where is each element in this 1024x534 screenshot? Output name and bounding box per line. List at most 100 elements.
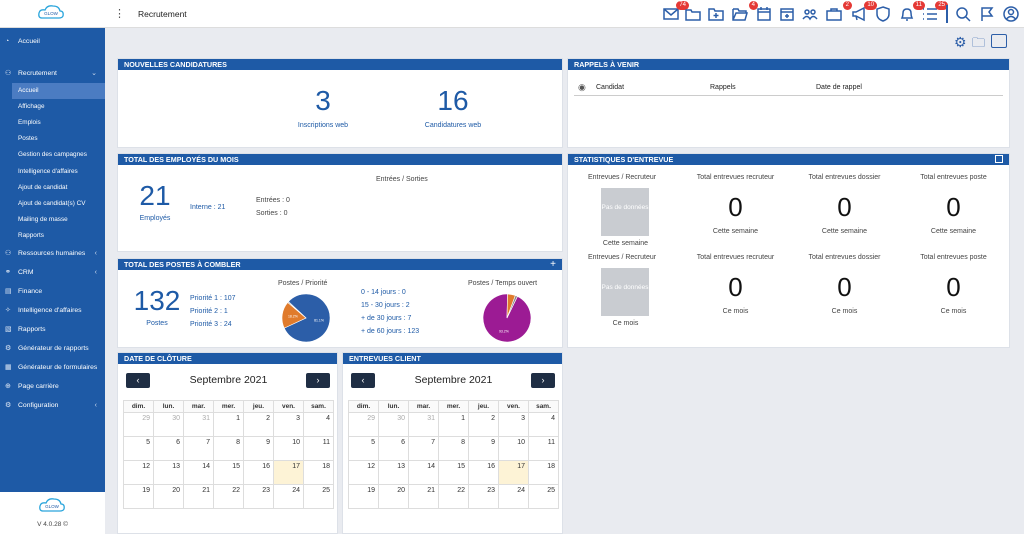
calendar-day[interactable]: 18 [303,460,334,485]
calendar-day[interactable]: 9 [468,436,499,461]
sidebar-item-1[interactable]: ⚭ CRM ‹ [0,265,105,281]
calendar-icon[interactable] [995,155,1003,163]
prev-month-button[interactable]: ‹ [126,373,150,388]
megaphone-icon[interactable]: 10 [851,1,877,23]
calendar-day[interactable]: 17 [273,460,304,485]
calendar-day[interactable]: 6 [378,436,409,461]
calendar-day[interactable]: 24 [273,484,304,509]
col-rappels[interactable]: Rappels [710,84,736,91]
shield-icon[interactable] [875,6,893,23]
calendar-day[interactable]: 15 [213,460,244,485]
next-month-button[interactable]: › [531,373,555,388]
calendar-day[interactable]: 18 [528,460,559,485]
calendar-day[interactable]: 31 [183,412,214,437]
calendar-day[interactable]: 20 [153,484,184,509]
calendar-day[interactable]: 22 [438,484,469,509]
next-month-button[interactable]: › [306,373,330,388]
calendar-day[interactable]: 23 [468,484,499,509]
calendar-day[interactable]: 10 [498,436,529,461]
sidebar-item-recrutement[interactable]: ⚇ Recrutement ⌄ [0,66,105,82]
sidebar-subitem-0[interactable]: Accueil [12,83,105,99]
calendar-day[interactable]: 6 [153,436,184,461]
sidebar-subitem-1[interactable]: Affichage [18,103,45,111]
sidebar-item-7[interactable]: ⊕ Page carrière [0,379,105,395]
calendar-day[interactable]: 1 [213,412,244,437]
calendar-day[interactable]: 12 [123,460,154,485]
sidebar-item-5[interactable]: ⚙ Générateur de rapports [0,341,105,357]
sidebar-subitem-5[interactable]: Intelligence d'affaires [18,167,78,175]
calendar-day[interactable]: 16 [243,460,274,485]
users-icon[interactable] [802,6,820,23]
sidebar-item-3[interactable]: ✧ Intelligence d'affaires [0,303,105,319]
calendar-day[interactable]: 21 [183,484,214,509]
folder-plus-icon[interactable] [708,6,726,23]
calendar-day[interactable]: 7 [408,436,439,461]
sidebar-item-0[interactable]: ⚇ Ressources humaines ‹ [0,246,105,262]
col-date-rappel[interactable]: Date de rappel [816,84,862,91]
list-icon[interactable]: 25 [922,1,948,23]
calendar-day[interactable]: 12 [348,460,379,485]
sidebar-item-2[interactable]: ▤ Finance [0,284,105,300]
folder-open-icon[interactable]: 4 [732,1,758,23]
mail-icon[interactable]: 74 [663,1,689,23]
calendar-day[interactable]: 3 [498,412,529,437]
calendar-day[interactable]: 29 [348,412,379,437]
user-icon[interactable] [1003,6,1021,23]
calendar-day[interactable]: 20 [378,484,409,509]
briefcase-icon[interactable]: 2 [826,1,852,23]
calendar-day[interactable]: 31 [408,412,439,437]
bell-icon[interactable]: 11 [899,1,925,23]
calendar-day[interactable]: 5 [348,436,379,461]
calendar-day[interactable]: 13 [153,460,184,485]
sidebar-subitem-3[interactable]: Postes [18,135,38,143]
calendar-day[interactable]: 19 [348,484,379,509]
web-applications-label[interactable]: Candidatures web [424,122,482,129]
calendar-icon[interactable] [756,6,774,23]
sidebar-subitem-8[interactable]: Mailing de masse [18,215,68,223]
calendar-day[interactable]: 2 [243,412,274,437]
calendar-day[interactable]: 24 [498,484,529,509]
calendar-day[interactable]: 8 [438,436,469,461]
sidebar-item-6[interactable]: ▦ Générateur de formulaires [0,360,105,376]
calendar-add-icon[interactable] [779,6,797,23]
calendar-day[interactable]: 30 [153,412,184,437]
settings-icon[interactable]: ⚙ [954,34,967,50]
calendar-day[interactable]: 23 [243,484,274,509]
calendar-day[interactable]: 22 [213,484,244,509]
calendar-day[interactable]: 16 [468,460,499,485]
calendar-day[interactable]: 4 [303,412,334,437]
folders-icon[interactable] [685,6,703,23]
calendar-day[interactable]: 14 [408,460,439,485]
calendar-day[interactable]: 7 [183,436,214,461]
calendar-day[interactable]: 8 [213,436,244,461]
col-candidat[interactable]: Candidat [596,84,625,91]
sidebar-item-8[interactable]: ⚙ Configuration ‹ [0,398,105,414]
sidebar-item-accueil[interactable]: ◔ Accueil [0,34,105,50]
calendar-day[interactable]: 21 [408,484,439,509]
calendar-day[interactable]: 17 [498,460,529,485]
sidebar-subitem-6[interactable]: Ajout de candidat [18,183,68,191]
list-view-icon[interactable] [991,34,1007,48]
flag-icon[interactable] [979,6,997,23]
calendar-day[interactable]: 1 [438,412,469,437]
calendar-day[interactable]: 3 [273,412,304,437]
calendar-day[interactable]: 25 [528,484,559,509]
calendar-day[interactable]: 11 [303,436,334,461]
calendar-day[interactable]: 9 [243,436,274,461]
prev-month-button[interactable]: ‹ [351,373,375,388]
calendar-day[interactable]: 19 [123,484,154,509]
calendar-day[interactable]: 29 [123,412,154,437]
calendar-day[interactable]: 10 [273,436,304,461]
web-signups-label[interactable]: Inscriptions web [297,122,349,129]
add-icon[interactable]: + [550,259,556,270]
calendar-day[interactable]: 4 [528,412,559,437]
calendar-day[interactable]: 30 [378,412,409,437]
sidebar-subitem-2[interactable]: Emplois [18,119,41,127]
calendar-day[interactable]: 2 [468,412,499,437]
folder-icon[interactable]: 🗀 [972,35,986,50]
sidebar-item-4[interactable]: ▧ Rapports [0,322,105,338]
sidebar-subitem-7[interactable]: Ajout de candidat(s) CV [18,199,86,207]
glow-logo[interactable]: GLOW [36,3,66,23]
calendar-day[interactable]: 15 [438,460,469,485]
calendar-day[interactable]: 5 [123,436,154,461]
